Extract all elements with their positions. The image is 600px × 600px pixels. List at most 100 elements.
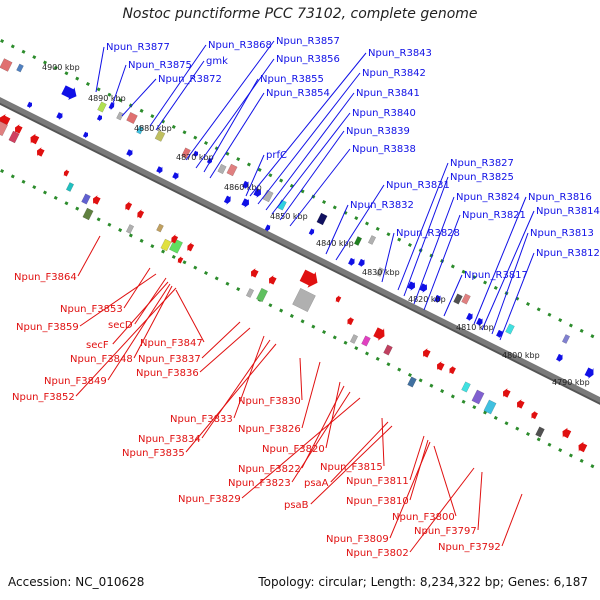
reverse-label-line bbox=[77, 235, 101, 277]
forward-gene-label: Npun_R3840 bbox=[352, 108, 416, 119]
gene-feature-29 bbox=[375, 267, 385, 277]
gene-feature-71 bbox=[245, 288, 255, 298]
gene-feature-44 bbox=[82, 131, 88, 139]
scale-label: 4840 kbp bbox=[316, 239, 354, 248]
reverse-gene-label: Npun_F3809 bbox=[326, 534, 389, 545]
reverse-gene-label: Npun_F3852 bbox=[12, 392, 75, 403]
forward-gene-label: Npun_R3868 bbox=[208, 40, 272, 51]
gene-feature-14 bbox=[217, 163, 227, 175]
gene-feature-42 bbox=[26, 101, 32, 109]
reverse-label-line bbox=[325, 381, 341, 449]
gene-feature-15 bbox=[226, 163, 238, 177]
gene-feature-79 bbox=[383, 344, 393, 356]
reverse-gene-label: Npun_F3797 bbox=[414, 526, 477, 537]
gene-feature-75 bbox=[347, 316, 354, 326]
reverse-gene-label: Npun_F3834 bbox=[138, 434, 201, 445]
forward-gene-label: Npun_R3839 bbox=[346, 126, 410, 137]
scale-label: 4820 kbp bbox=[408, 295, 446, 304]
reverse-label-line bbox=[409, 435, 425, 481]
gene-feature-57 bbox=[93, 195, 101, 205]
gene-feature-80 bbox=[407, 376, 417, 388]
gene-feature-31 bbox=[419, 283, 427, 293]
forward-gene-label: Npun_R3838 bbox=[352, 144, 416, 155]
gene-feature-61 bbox=[125, 224, 135, 234]
reverse-label-line bbox=[201, 321, 241, 359]
forward-gene-label: Npun_R3841 bbox=[356, 88, 420, 99]
forward-label-line bbox=[397, 162, 449, 291]
forward-gene-label: Npun_R3825 bbox=[450, 172, 514, 183]
gene-feature-49 bbox=[15, 124, 23, 134]
forward-gene-label: Npun_R3855 bbox=[260, 74, 324, 85]
reverse-gene-label: Npun_F3859 bbox=[16, 322, 79, 333]
reverse-label-line bbox=[501, 493, 523, 547]
reverse-label-line bbox=[134, 277, 167, 325]
forward-label-line bbox=[403, 176, 449, 297]
reverse-label-line bbox=[381, 417, 385, 467]
reverse-gene-label: Npun_F3833 bbox=[170, 414, 233, 425]
reverse-gene-label: Npun_F3837 bbox=[138, 354, 201, 365]
gene-feature-62 bbox=[160, 238, 172, 252]
forward-label-line bbox=[381, 232, 395, 283]
forward-label-line bbox=[325, 204, 349, 255]
reverse-label-line bbox=[107, 283, 171, 381]
forward-gene-label: Npun_R3827 bbox=[450, 158, 514, 169]
gene-feature-33 bbox=[453, 293, 463, 305]
forward-label-line bbox=[249, 52, 367, 197]
reverse-label-line bbox=[133, 285, 173, 359]
gene-feature-12 bbox=[192, 150, 198, 158]
reverse-gene-label: Npun_F3829 bbox=[178, 494, 241, 505]
summary-text: Topology: circular; Length: 8,234,322 bp… bbox=[258, 575, 588, 589]
forward-label-line bbox=[443, 274, 463, 317]
forward-gene-label: Npun_R3817 bbox=[464, 270, 528, 281]
reverse-gene-label: Npun_F3792 bbox=[438, 542, 501, 553]
gene-feature-60 bbox=[137, 209, 145, 219]
inner-tick-row bbox=[0, 168, 600, 472]
reverse-gene-label: Npun_F3820 bbox=[262, 444, 325, 455]
gene-feature-1 bbox=[0, 58, 13, 72]
gene-feature-11 bbox=[181, 147, 191, 159]
forward-label-line bbox=[209, 92, 265, 179]
forward-label-line bbox=[257, 72, 361, 205]
gene-feature-69 bbox=[269, 275, 277, 285]
reverse-gene-label: Npun_F3849 bbox=[44, 376, 107, 387]
reverse-gene-label: Npun_F3848 bbox=[70, 354, 133, 365]
gene-feature-37 bbox=[496, 329, 503, 339]
reverse-label-line bbox=[301, 385, 345, 469]
forward-label-line bbox=[271, 112, 351, 215]
reverse-gene-label: Npun_F3802 bbox=[346, 548, 409, 559]
reverse-label-line bbox=[112, 281, 169, 345]
gene-feature-83 bbox=[449, 365, 456, 375]
gene-feature-52 bbox=[8, 130, 20, 144]
forward-label-line bbox=[149, 44, 207, 127]
gene-feature-54 bbox=[63, 169, 70, 177]
forward-gene-label: Npun_R3857 bbox=[276, 36, 340, 47]
reverse-gene-label: Npun_F3800 bbox=[392, 512, 455, 523]
gene-feature-78 bbox=[373, 327, 385, 341]
gene-feature-89 bbox=[531, 410, 538, 420]
scale-label: 4880 kbp bbox=[134, 124, 172, 133]
gene-feature-27 bbox=[348, 257, 355, 267]
gene-feature-23 bbox=[316, 212, 328, 226]
forward-gene-label: Npun_R3843 bbox=[368, 48, 432, 59]
forward-gene-label: prfC bbox=[266, 150, 287, 161]
gene-feature-90 bbox=[535, 426, 545, 438]
map-title: Nostoc punctiforme PCC 73102, complete g… bbox=[122, 6, 478, 22]
reverse-gene-label: psaA bbox=[304, 478, 329, 489]
gene-feature-25 bbox=[353, 236, 363, 246]
reverse-label-line bbox=[310, 425, 393, 505]
reverse-label-line bbox=[175, 289, 205, 343]
forward-label-line bbox=[265, 92, 355, 211]
gene-feature-92 bbox=[578, 441, 588, 453]
scale-label: 4830 kbp bbox=[362, 268, 400, 277]
forward-gene-label: Npun_R3828 bbox=[396, 228, 460, 239]
reverse-gene-label: Npun_F3811 bbox=[346, 476, 409, 487]
forward-gene-label: Npun_R3813 bbox=[530, 228, 594, 239]
gene-feature-18 bbox=[262, 189, 274, 203]
backbone bbox=[0, 97, 600, 405]
forward-label-line bbox=[289, 148, 351, 227]
reverse-label-line bbox=[123, 267, 151, 309]
reverse-gene-label: Npun_F3835 bbox=[122, 448, 185, 459]
gene-feature-34 bbox=[461, 293, 471, 305]
reverse-label-line bbox=[201, 339, 271, 439]
